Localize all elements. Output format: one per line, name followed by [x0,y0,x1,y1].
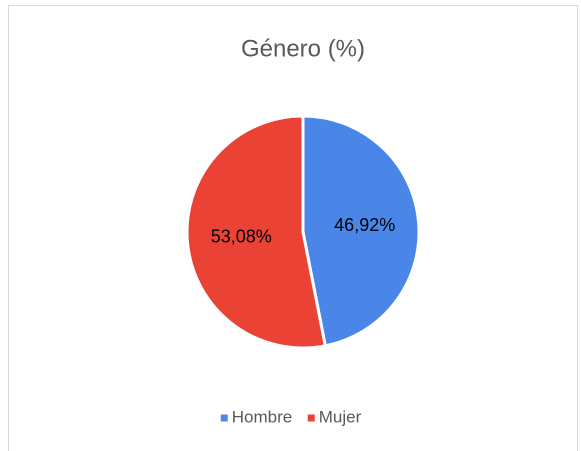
legend-swatch [307,414,315,422]
pie-slice [301,114,421,348]
data-label: 53,08% [211,227,272,247]
legend-swatch [220,414,228,422]
legend-label: Hombre [232,407,292,426]
chart-title: Género (%) [241,35,365,62]
pie-slice [185,114,328,350]
legend-label: Mujer [319,407,362,426]
data-label: 46,92% [334,215,395,235]
